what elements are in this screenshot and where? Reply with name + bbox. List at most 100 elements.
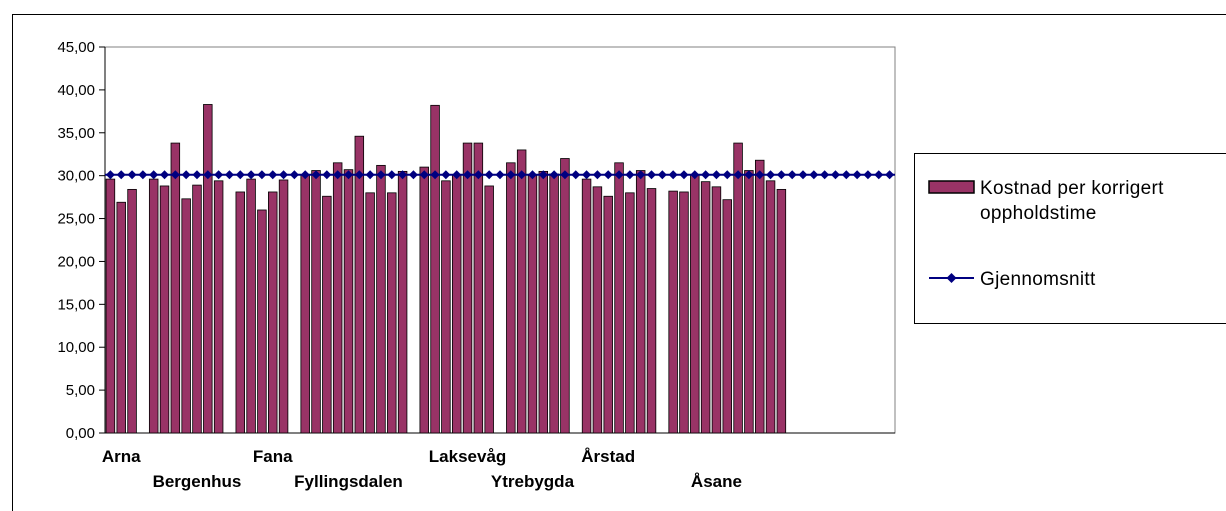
average-marker [809, 170, 819, 180]
x-category-label: Ytrebygda [491, 472, 575, 491]
bar [451, 174, 462, 434]
y-tick-label: 5,00 [66, 382, 95, 399]
average-marker [560, 170, 570, 180]
average-marker [755, 170, 765, 180]
bar [625, 192, 635, 434]
bar [668, 190, 678, 434]
bar [635, 170, 646, 434]
average-marker [582, 170, 592, 180]
average-marker [603, 170, 613, 180]
bar [462, 142, 473, 434]
bar [679, 191, 689, 434]
average-marker [181, 170, 191, 180]
bar [614, 162, 624, 434]
average-marker [571, 170, 581, 180]
average-marker [268, 170, 278, 180]
bar [765, 180, 776, 434]
average-marker [874, 170, 884, 180]
average-marker [722, 170, 732, 180]
x-category-label: Bergenhus [153, 472, 242, 491]
bar [148, 178, 159, 434]
bar [159, 185, 170, 434]
bar [527, 175, 538, 434]
x-category-label: Fana [253, 447, 293, 466]
bar [397, 170, 408, 434]
x-category-label: Arna [102, 447, 141, 466]
average-marker [354, 170, 364, 180]
average-marker [376, 170, 386, 180]
plot-area [104, 46, 896, 434]
bar [516, 149, 527, 434]
average-marker [711, 170, 721, 180]
y-tick-label: 30,00 [57, 168, 95, 185]
legend-label-average: Gjennomsnitt [980, 269, 1096, 290]
bar [278, 179, 289, 434]
x-category-label: Årstad [581, 447, 635, 466]
y-axis: 0,00 5,00 10,00 15,00 20,00 25,00 30,00 35,00 40… [57, 39, 106, 442]
bar [733, 142, 743, 434]
average-marker [170, 170, 180, 180]
bar [646, 188, 657, 434]
average-marker [116, 170, 126, 180]
bar [538, 170, 549, 434]
average-marker [885, 170, 895, 180]
bar [246, 178, 256, 434]
average-marker [636, 170, 646, 180]
bar [560, 158, 570, 434]
average-marker [647, 170, 657, 180]
average-marker [300, 170, 310, 180]
average-marker [776, 170, 786, 180]
average-marker [506, 170, 516, 180]
average-marker [679, 170, 689, 180]
bar [592, 186, 603, 434]
bar [430, 104, 440, 434]
bar [181, 198, 191, 434]
bar [365, 192, 375, 434]
average-marker [657, 170, 667, 180]
legend-label-bar-line2: oppholdstime [980, 203, 1097, 224]
bar [506, 162, 516, 434]
average-marker [625, 170, 635, 180]
average-marker [473, 170, 483, 180]
average-marker [830, 170, 840, 180]
average-marker [452, 170, 462, 180]
bar [127, 188, 137, 434]
bar [203, 104, 213, 434]
average-marker [495, 170, 505, 180]
average-marker [527, 170, 537, 180]
x-category-label: Laksevåg [429, 447, 507, 466]
average-marker [419, 170, 429, 180]
average-marker [463, 170, 473, 180]
bar [473, 142, 484, 434]
average-marker [279, 170, 289, 180]
bar [170, 142, 181, 434]
average-marker [517, 170, 527, 180]
average-marker [311, 170, 321, 180]
average-marker [668, 170, 678, 180]
bar [419, 166, 429, 434]
x-category-label: Åsane [691, 472, 742, 491]
y-tick-label: 15,00 [57, 296, 95, 313]
y-tick-label: 45,00 [57, 39, 95, 56]
bar [257, 209, 267, 434]
bar [776, 188, 787, 434]
average-marker [408, 170, 418, 180]
bar [116, 201, 126, 434]
bar [581, 178, 592, 434]
average-marker [549, 170, 559, 180]
average-marker [398, 170, 408, 180]
bar [690, 174, 700, 434]
y-tick-label: 35,00 [57, 125, 95, 142]
average-marker [203, 170, 213, 180]
average-marker [105, 170, 115, 180]
y-tick-label: 40,00 [57, 82, 95, 99]
average-marker [192, 170, 202, 180]
y-tick-label: 0,00 [66, 425, 95, 442]
average-marker [365, 170, 375, 180]
bar [484, 185, 494, 434]
bar [332, 162, 343, 434]
average-marker [701, 170, 711, 180]
average-marker [690, 170, 700, 180]
